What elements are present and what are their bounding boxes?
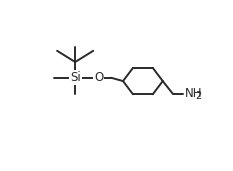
Text: O: O — [94, 71, 103, 84]
Text: 2: 2 — [195, 91, 201, 101]
Text: Si: Si — [70, 71, 81, 84]
Text: NH: NH — [185, 87, 202, 100]
